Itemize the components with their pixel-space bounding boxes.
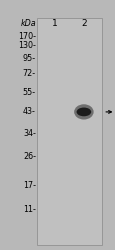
Text: 34-: 34- xyxy=(23,128,36,138)
Text: 72-: 72- xyxy=(23,70,36,78)
Text: 11-: 11- xyxy=(23,204,36,214)
Text: 95-: 95- xyxy=(23,54,36,64)
Ellipse shape xyxy=(73,104,93,120)
Text: 130-: 130- xyxy=(18,41,36,50)
Text: 26-: 26- xyxy=(23,152,36,161)
Bar xyxy=(37,18,101,245)
Text: 17-: 17- xyxy=(23,181,36,190)
Text: 2: 2 xyxy=(80,19,86,28)
Text: 43-: 43- xyxy=(23,108,36,116)
Text: 170-: 170- xyxy=(18,32,36,41)
Text: 55-: 55- xyxy=(23,88,36,97)
Ellipse shape xyxy=(76,108,90,116)
Text: 1: 1 xyxy=(52,19,58,28)
Text: kDa: kDa xyxy=(20,19,36,28)
